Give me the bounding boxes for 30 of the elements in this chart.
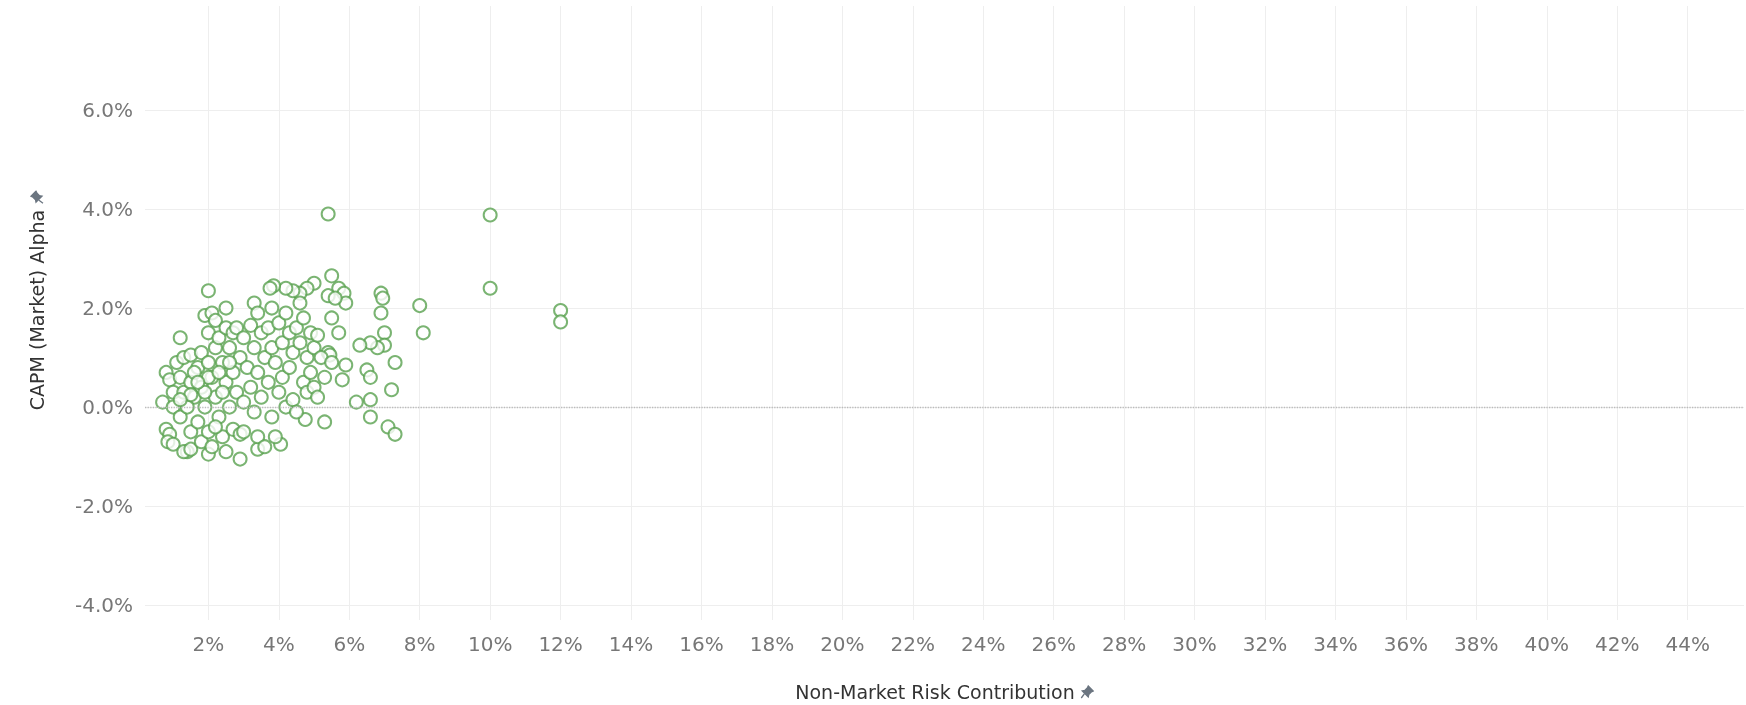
x-tick-label: 18% xyxy=(749,632,795,656)
x-tick-label: 26% xyxy=(1031,632,1076,656)
x-tick-label: 30% xyxy=(1172,632,1217,656)
y-tick-label: 6.0% xyxy=(82,97,133,122)
x-tick-label: 36% xyxy=(1383,632,1429,656)
x-tick-label: 44% xyxy=(1665,632,1710,656)
x-tick-label: 38% xyxy=(1454,632,1499,656)
x-tick-label: 2% xyxy=(192,632,225,656)
x-tick-label: 34% xyxy=(1313,632,1358,656)
y-tick-label: -4.0% xyxy=(74,593,133,618)
y-tick-label: -2.0% xyxy=(74,494,133,519)
y-tick-label: 2.0% xyxy=(82,296,133,321)
x-axis-title: Non-Market Risk Contribution xyxy=(795,681,1075,703)
x-tick-label: 8% xyxy=(403,632,436,656)
x-tick-label: 4% xyxy=(262,632,295,656)
x-tick-label: 32% xyxy=(1242,632,1288,656)
y-tick-label: 4.0% xyxy=(82,197,133,222)
x-tick-label: 12% xyxy=(538,632,583,656)
x-tick-label: 10% xyxy=(467,632,513,656)
x-tick-label: 42% xyxy=(1594,632,1640,656)
x-tick-label: 22% xyxy=(890,632,936,656)
y-axis-title: CAPM (Market) Alpha xyxy=(26,209,48,411)
x-tick-label: 24% xyxy=(961,632,1006,656)
y-tick-label: 0.0% xyxy=(82,395,133,420)
x-tick-label: 6% xyxy=(333,632,366,656)
x-tick-label: 20% xyxy=(820,632,865,656)
x-tick-label: 14% xyxy=(608,632,654,656)
x-tick-label: 40% xyxy=(1524,632,1569,656)
x-tick-label: 16% xyxy=(679,632,724,656)
x-tick-label: 28% xyxy=(1101,632,1147,656)
